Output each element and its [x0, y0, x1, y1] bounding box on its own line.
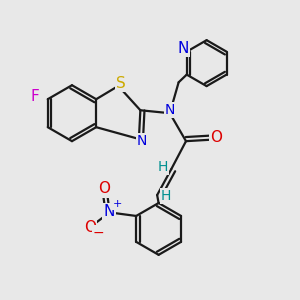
Text: O: O: [84, 220, 96, 235]
Text: N: N: [165, 103, 175, 117]
Text: N: N: [103, 204, 115, 219]
Text: O: O: [98, 182, 110, 196]
Text: H: H: [161, 189, 171, 203]
Text: H: H: [157, 160, 168, 174]
Text: +: +: [112, 199, 122, 209]
Text: N: N: [136, 134, 147, 148]
Text: −: −: [93, 226, 104, 240]
Text: O: O: [210, 130, 222, 146]
Text: S: S: [116, 76, 125, 91]
Text: N: N: [178, 41, 189, 56]
Text: F: F: [30, 89, 39, 104]
